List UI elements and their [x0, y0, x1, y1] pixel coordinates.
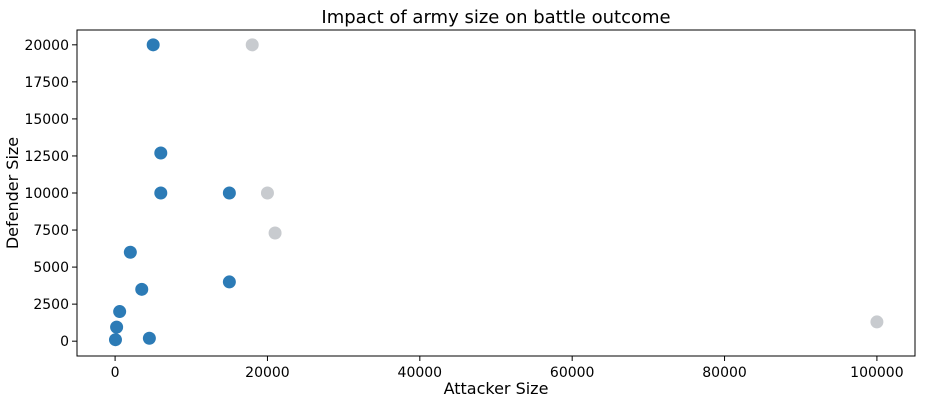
plot-points — [108, 38, 884, 347]
data-point-series-0-9 — [108, 333, 122, 347]
x-tick-label-4: 80000 — [702, 365, 747, 381]
y-tick-label-7: 17500 — [24, 75, 69, 91]
y-tick-label-4: 10000 — [24, 186, 69, 202]
data-point-series-0-4 — [123, 245, 137, 259]
data-point-series-0-6 — [135, 282, 149, 296]
y-tick-label-1: 2500 — [33, 297, 69, 313]
data-point-series-0-5 — [222, 275, 236, 289]
data-point-series-0-1 — [154, 146, 168, 160]
y-tick-label-6: 15000 — [24, 112, 69, 128]
data-point-series-1-3 — [870, 315, 884, 329]
x-tick-label-0: 0 — [111, 365, 120, 381]
data-point-series-0-7 — [113, 305, 127, 319]
data-point-series-1-1 — [260, 186, 274, 200]
y-tick-label-8: 20000 — [24, 38, 69, 54]
y-tick-label-3: 7500 — [33, 223, 69, 239]
data-point-series-0-2 — [154, 186, 168, 200]
x-axis: 0 20000 40000 60000 80000 100000 — [111, 356, 904, 381]
y-tick-label-0: 0 — [60, 334, 69, 350]
y-tick-label-2: 5000 — [33, 260, 69, 276]
data-point-series-0-0 — [146, 38, 160, 52]
y-axis-label: Defender Size — [3, 137, 22, 249]
data-point-series-0-3 — [222, 186, 236, 200]
data-point-series-0-10 — [142, 331, 156, 345]
data-point-series-1-0 — [245, 38, 259, 52]
chart-title: Impact of army size on battle outcome — [321, 7, 670, 28]
x-tick-label-2: 40000 — [398, 365, 443, 381]
x-tick-label-5: 100000 — [850, 365, 903, 381]
data-point-series-0-8 — [110, 320, 124, 334]
x-tick-label-3: 60000 — [550, 365, 595, 381]
data-point-series-1-2 — [268, 226, 282, 240]
x-axis-label: Attacker Size — [444, 379, 549, 398]
y-axis: 0 2500 5000 7500 10000 12500 15000 17500 20000 — [24, 38, 77, 350]
y-tick-label-5: 12500 — [24, 149, 69, 165]
plot-frame — [76, 29, 916, 357]
x-tick-label-1: 20000 — [245, 365, 290, 381]
